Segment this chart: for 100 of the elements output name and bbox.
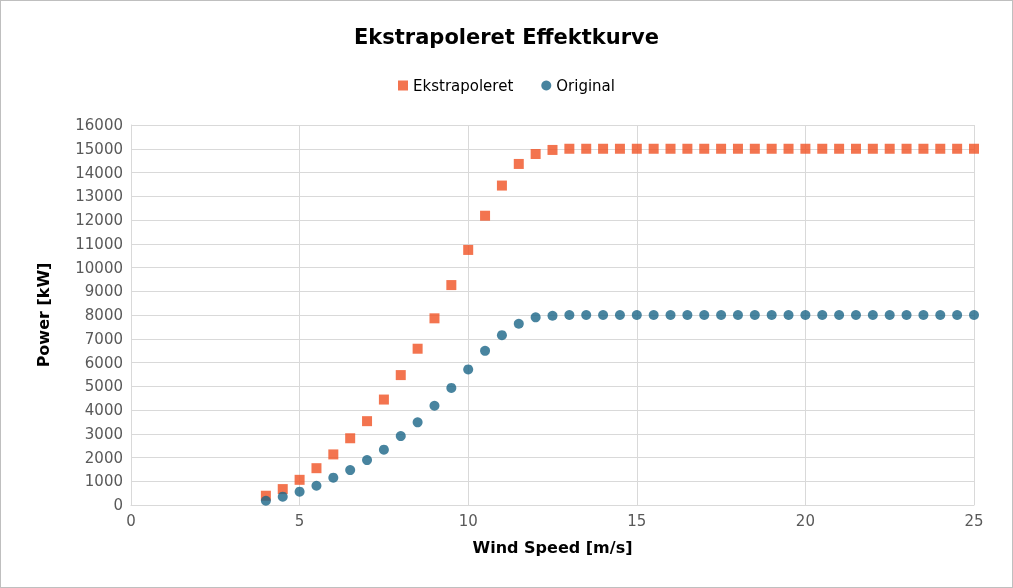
point — [850, 143, 861, 154]
x-axis-title: Wind Speed [m/s] — [472, 537, 633, 557]
x-tick-label: 20 — [795, 511, 815, 530]
point — [749, 310, 760, 320]
point — [614, 310, 625, 320]
point — [496, 180, 507, 191]
point — [732, 310, 743, 320]
point — [716, 143, 727, 154]
y-tick-label: 11000 — [75, 234, 123, 253]
point — [716, 310, 727, 320]
legend-label: Original — [556, 76, 615, 95]
point — [480, 345, 491, 356]
point — [513, 158, 524, 169]
point — [682, 310, 693, 320]
point — [547, 144, 558, 155]
point — [412, 343, 423, 354]
y-tick-label: 5000 — [84, 377, 123, 396]
point — [260, 495, 271, 506]
y-axis-title: Power [kW] — [33, 262, 53, 368]
y-tick-label: 4000 — [84, 401, 123, 419]
y-tick-label: 3000 — [84, 424, 123, 443]
point — [631, 143, 642, 154]
point — [429, 400, 440, 411]
y-tick-label: 6000 — [84, 353, 123, 372]
point — [817, 143, 828, 154]
point — [850, 310, 861, 320]
point — [884, 310, 895, 320]
point — [952, 310, 963, 320]
y-tick-label: 16000 — [75, 116, 123, 134]
point — [867, 310, 878, 320]
x-tick-label: 0 — [126, 511, 136, 530]
point — [783, 310, 794, 320]
chart-title: Ekstrapoleret Effektkurve — [353, 24, 660, 49]
point — [918, 143, 929, 154]
point — [800, 310, 811, 320]
point — [530, 148, 541, 159]
y-tick-label: 14000 — [75, 163, 123, 182]
point — [766, 310, 777, 320]
point — [952, 143, 963, 154]
point — [581, 143, 592, 154]
point — [311, 480, 322, 491]
x-tick-label: 25 — [964, 511, 984, 530]
point — [581, 310, 592, 320]
point — [648, 143, 659, 154]
point — [412, 417, 423, 428]
point — [834, 310, 845, 320]
point — [294, 474, 305, 485]
point — [665, 310, 676, 320]
point — [328, 449, 339, 460]
point — [362, 416, 373, 427]
point — [699, 143, 710, 154]
y-tick-label: 15000 — [75, 139, 123, 158]
point — [682, 143, 693, 154]
point — [884, 143, 895, 154]
point — [867, 143, 878, 154]
point — [480, 210, 491, 221]
point — [530, 312, 541, 323]
point — [378, 394, 389, 405]
point — [395, 431, 406, 442]
point — [564, 143, 575, 154]
point — [328, 472, 339, 483]
point — [614, 143, 625, 154]
point — [463, 364, 474, 375]
x-tick-label: 5 — [294, 511, 305, 530]
y-tick-label: 9000 — [84, 282, 123, 301]
point — [311, 463, 322, 474]
point — [378, 444, 389, 455]
point — [969, 310, 979, 320]
point — [749, 143, 760, 154]
y-tick-label: 12000 — [75, 211, 123, 229]
point — [732, 143, 743, 154]
point — [901, 310, 912, 320]
y-tick-label: 7000 — [84, 329, 123, 348]
point — [834, 143, 845, 154]
point — [345, 433, 356, 444]
point — [345, 465, 356, 476]
point — [631, 310, 642, 320]
point — [446, 382, 457, 393]
point — [294, 486, 305, 497]
point — [766, 143, 777, 154]
y-tick-label: 8000 — [84, 306, 123, 324]
point — [918, 310, 929, 320]
point — [277, 491, 288, 502]
legend-label: Ekstrapoleret — [413, 76, 514, 95]
point — [783, 143, 794, 154]
point — [496, 330, 507, 341]
point — [429, 313, 440, 324]
x-tick-label: 10 — [458, 511, 478, 530]
point — [547, 310, 558, 321]
point — [513, 318, 524, 329]
point — [648, 310, 659, 320]
point — [665, 143, 676, 154]
y-tick-label: 13000 — [75, 187, 123, 206]
y-tick-label: 1000 — [84, 472, 123, 491]
point — [598, 310, 609, 320]
point — [463, 244, 474, 255]
point — [564, 310, 575, 320]
point — [598, 143, 609, 154]
point — [901, 143, 912, 154]
point — [935, 143, 946, 154]
